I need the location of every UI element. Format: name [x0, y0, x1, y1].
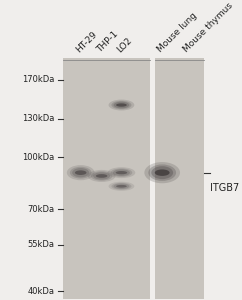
Ellipse shape	[93, 172, 110, 180]
Ellipse shape	[67, 165, 95, 180]
Ellipse shape	[72, 168, 89, 177]
Text: THP-1: THP-1	[95, 29, 120, 54]
Ellipse shape	[113, 184, 129, 189]
Text: Mouse lung: Mouse lung	[156, 11, 199, 54]
Text: 40kDa: 40kDa	[27, 286, 54, 296]
Ellipse shape	[111, 183, 131, 190]
Ellipse shape	[109, 182, 134, 191]
Text: 70kDa: 70kDa	[27, 205, 54, 214]
Ellipse shape	[116, 103, 127, 107]
Ellipse shape	[91, 171, 113, 181]
Ellipse shape	[111, 101, 131, 109]
Ellipse shape	[155, 169, 170, 176]
Ellipse shape	[144, 162, 180, 183]
Bar	[63, 58, 150, 298]
Ellipse shape	[113, 102, 129, 108]
Ellipse shape	[113, 169, 130, 176]
Text: Mouse thymus: Mouse thymus	[181, 1, 234, 54]
Ellipse shape	[116, 171, 127, 174]
Ellipse shape	[70, 167, 91, 178]
Ellipse shape	[107, 167, 135, 178]
Ellipse shape	[148, 164, 176, 181]
Text: 130kDa: 130kDa	[22, 114, 54, 123]
Ellipse shape	[96, 174, 107, 178]
Ellipse shape	[116, 185, 127, 188]
Text: 170kDa: 170kDa	[22, 75, 54, 84]
Text: LO2: LO2	[115, 36, 134, 54]
Ellipse shape	[75, 170, 86, 175]
Ellipse shape	[151, 166, 173, 179]
Text: ITGB7: ITGB7	[210, 183, 239, 193]
Text: 55kDa: 55kDa	[27, 240, 54, 249]
Text: 100kDa: 100kDa	[22, 153, 54, 162]
Bar	[155, 58, 204, 298]
Ellipse shape	[111, 168, 132, 177]
Ellipse shape	[109, 100, 134, 110]
Text: HT-29: HT-29	[74, 30, 99, 54]
Ellipse shape	[88, 170, 115, 182]
